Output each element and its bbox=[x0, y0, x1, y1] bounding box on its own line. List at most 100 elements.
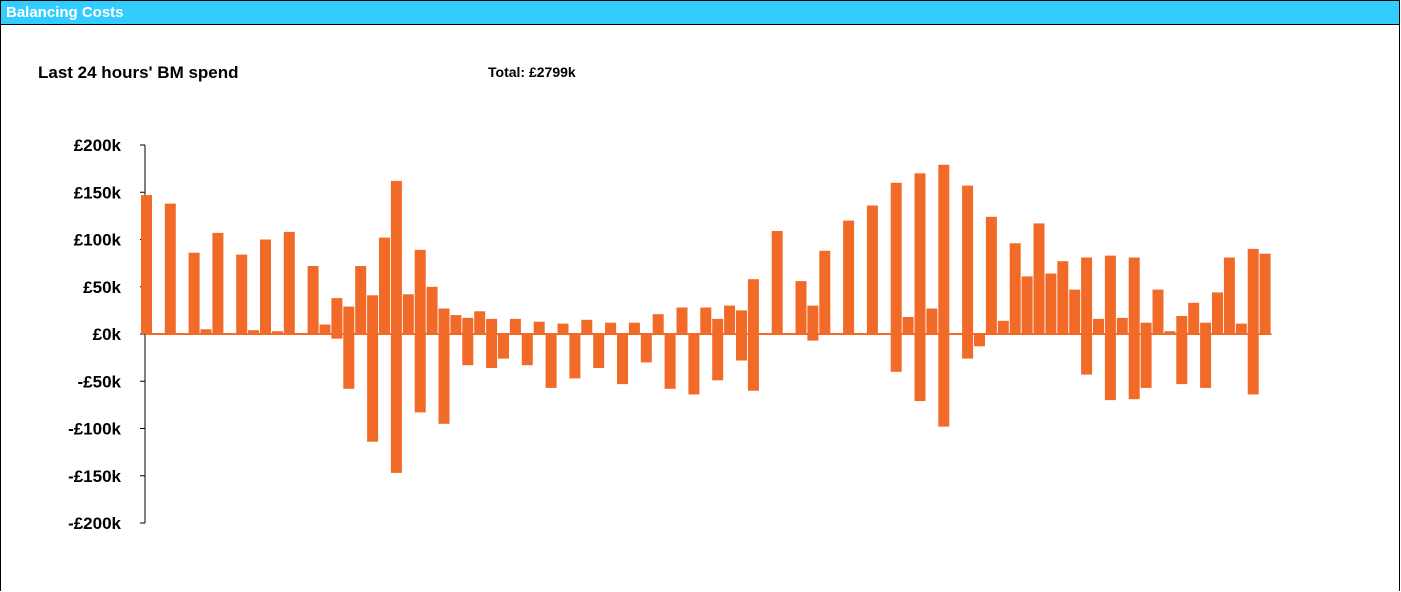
bar-negative bbox=[914, 334, 926, 402]
bar-positive bbox=[248, 330, 260, 334]
bar-positive bbox=[390, 180, 402, 334]
bar-positive bbox=[807, 305, 819, 334]
bar-negative bbox=[974, 334, 985, 347]
bar-negative bbox=[807, 334, 819, 341]
y-tick-label: -£200k bbox=[68, 514, 121, 533]
bar-negative bbox=[1200, 334, 1212, 388]
bar-positive bbox=[724, 305, 736, 334]
bar-positive bbox=[1104, 255, 1116, 334]
bar-negative bbox=[462, 334, 474, 366]
chart-title: Last 24 hours' BM spend bbox=[38, 63, 239, 82]
bar-negative bbox=[962, 334, 974, 359]
bar-positive bbox=[367, 295, 379, 334]
bar-positive bbox=[379, 237, 390, 334]
bar-positive bbox=[1033, 223, 1045, 334]
bar-positive bbox=[652, 314, 664, 334]
bar-negative bbox=[569, 334, 581, 379]
bar-negative bbox=[736, 334, 747, 361]
bar-positive bbox=[962, 185, 974, 334]
bar-positive bbox=[438, 308, 450, 334]
bar-positive bbox=[1247, 248, 1259, 334]
bar-positive bbox=[533, 321, 545, 334]
bar-negative bbox=[521, 334, 533, 366]
bar-negative bbox=[1081, 334, 1093, 375]
bar-positive bbox=[319, 324, 331, 334]
bar-positive bbox=[1152, 289, 1164, 334]
y-tick-label: £0k bbox=[93, 325, 122, 344]
y-tick-label: -£100k bbox=[68, 420, 121, 439]
bar-positive bbox=[1188, 302, 1200, 334]
bar-positive bbox=[771, 231, 783, 334]
bar-negative bbox=[1128, 334, 1140, 400]
bar-negative bbox=[1247, 334, 1259, 395]
bar-positive bbox=[260, 239, 271, 334]
bar-negative bbox=[640, 334, 652, 363]
bar-positive bbox=[426, 286, 438, 335]
bar-positive bbox=[1009, 243, 1021, 334]
bar-negative bbox=[343, 334, 355, 389]
bar-positive bbox=[676, 307, 688, 334]
y-tick-label: -£150k bbox=[68, 467, 121, 486]
bar-negative bbox=[498, 334, 509, 359]
bar-negative bbox=[1176, 334, 1188, 385]
bar-negative bbox=[890, 334, 902, 372]
bar-positive bbox=[331, 298, 343, 334]
bar-positive bbox=[1223, 257, 1235, 334]
bar-negative bbox=[938, 334, 950, 427]
bar-positive bbox=[795, 281, 807, 334]
bar-positive bbox=[985, 216, 997, 334]
bar-positive bbox=[1116, 317, 1128, 334]
total-label: Total: £2799k bbox=[488, 64, 576, 80]
bar-negative bbox=[545, 334, 557, 388]
bar-positive bbox=[1212, 292, 1223, 334]
bar-negative bbox=[712, 334, 724, 381]
bar-negative bbox=[1104, 334, 1116, 401]
bar-negative bbox=[367, 334, 379, 442]
bar-positive bbox=[402, 294, 414, 334]
bar-positive bbox=[997, 320, 1009, 334]
bar-positive bbox=[343, 306, 355, 334]
bar-positive bbox=[236, 254, 248, 334]
bar-negative bbox=[593, 334, 605, 368]
bar-positive bbox=[283, 231, 295, 334]
bar-negative bbox=[486, 334, 498, 368]
bar-positive bbox=[271, 331, 283, 334]
bar-positive bbox=[474, 311, 486, 334]
bar-positive bbox=[1176, 316, 1188, 334]
bar-positive bbox=[557, 323, 569, 334]
bar-negative bbox=[438, 334, 450, 424]
bar-positive bbox=[1200, 322, 1212, 334]
bar-positive bbox=[212, 232, 224, 334]
bar-positive bbox=[509, 318, 521, 334]
bar-positive bbox=[747, 279, 759, 334]
bar-positive bbox=[819, 250, 831, 334]
bar-positive bbox=[700, 307, 712, 334]
bar-positive bbox=[141, 195, 152, 334]
bar-positive bbox=[1057, 261, 1069, 334]
bar-positive bbox=[938, 164, 950, 334]
bar-negative bbox=[414, 334, 426, 413]
bar-positive bbox=[1128, 257, 1140, 334]
bar-positive bbox=[1069, 289, 1081, 334]
bar-positive bbox=[605, 322, 617, 334]
y-tick-label: £200k bbox=[74, 136, 122, 155]
bar-positive bbox=[164, 203, 176, 334]
panel-title: Balancing Costs bbox=[1, 1, 1399, 25]
bars bbox=[141, 164, 1271, 473]
y-tick-label: £100k bbox=[74, 231, 122, 250]
bar-positive bbox=[200, 329, 212, 334]
bar-positive bbox=[866, 205, 878, 334]
bar-positive bbox=[1259, 253, 1271, 334]
bar-positive bbox=[736, 310, 747, 334]
bar-negative bbox=[617, 334, 628, 385]
bar-positive bbox=[1164, 331, 1176, 334]
bar-positive bbox=[450, 315, 462, 334]
bar-positive bbox=[581, 319, 593, 334]
bar-negative bbox=[688, 334, 700, 395]
bar-positive bbox=[188, 252, 200, 334]
bar-positive bbox=[1235, 323, 1247, 334]
y-tick-label: £50k bbox=[83, 278, 121, 297]
bar-negative bbox=[664, 334, 676, 389]
